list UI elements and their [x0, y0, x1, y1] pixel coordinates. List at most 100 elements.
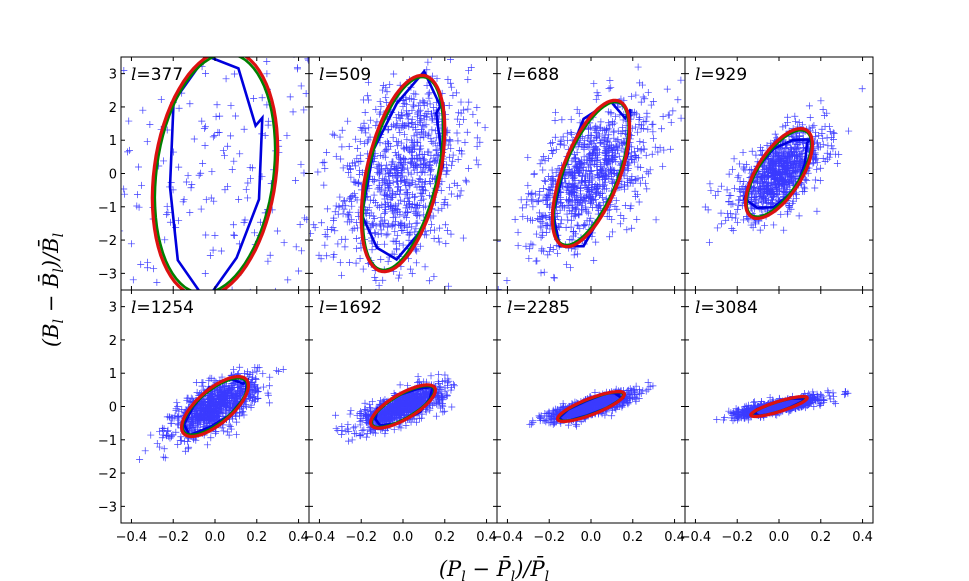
data-point: [411, 49, 418, 56]
data-point: [503, 206, 510, 213]
data-point: [586, 161, 594, 169]
data-point: [441, 196, 449, 204]
data-point: [330, 290, 337, 297]
data-point: [210, 197, 218, 205]
data-point: [588, 155, 596, 163]
data-point: [244, 370, 252, 378]
data-point: [169, 431, 177, 439]
data-point: [425, 277, 433, 285]
data-point: [338, 427, 346, 435]
red-ellipse: [743, 126, 815, 221]
data-point: [833, 159, 841, 167]
data-point: [570, 251, 578, 259]
data-point: [233, 418, 241, 426]
data-point: [527, 240, 535, 248]
data-point: [443, 391, 451, 399]
data-point: [346, 218, 354, 226]
data-point: [547, 187, 555, 195]
data-point: [770, 151, 778, 159]
data-point: [777, 175, 785, 183]
data-point: [758, 146, 766, 154]
data-point: [218, 390, 226, 398]
data-point: [705, 238, 713, 246]
data-point: [400, 100, 408, 108]
data-point: [531, 190, 539, 198]
data-point: [793, 143, 801, 151]
data-point: [447, 190, 455, 198]
data-point: [472, 44, 479, 51]
data-point: [569, 174, 577, 182]
data-point: [433, 39, 440, 46]
data-point: [447, 386, 455, 394]
data-point: [639, 124, 647, 132]
data-point: [597, 118, 605, 126]
data-point: [764, 184, 772, 192]
data-point: [635, 198, 643, 206]
data-point: [389, 237, 397, 245]
data-point: [600, 185, 608, 193]
data-point: [368, 246, 376, 254]
data-point: [819, 134, 827, 142]
data-point: [134, 163, 142, 171]
data-point: [445, 102, 453, 110]
data-point: [582, 205, 590, 213]
data-point: [194, 411, 202, 419]
data-point: [593, 171, 601, 179]
data-point: [161, 236, 169, 244]
data-point: [146, 120, 154, 128]
data-point: [659, 113, 667, 121]
data-point: [605, 212, 613, 220]
data-point: [620, 214, 628, 222]
data-point: [265, 399, 273, 407]
data-point: [27, 218, 34, 225]
data-point: [427, 165, 435, 173]
data-point: [829, 145, 837, 153]
data-point: [432, 400, 440, 408]
data-point: [816, 177, 824, 185]
data-point: [430, 154, 438, 162]
data-point: [211, 131, 219, 139]
data-point: [346, 410, 354, 418]
data-point: [68, 199, 75, 206]
data-point: [183, 178, 191, 186]
data-point: [729, 200, 737, 208]
data-point: [382, 146, 390, 154]
data-point: [208, 374, 216, 382]
data-point: [722, 216, 730, 224]
data-point: [377, 185, 385, 193]
plot-area: [309, 44, 497, 297]
data-point: [244, 194, 252, 202]
data-point: [596, 123, 604, 131]
data-point: [353, 154, 361, 162]
data-point: [150, 265, 158, 273]
data-point: [197, 169, 205, 177]
data-point: [449, 151, 457, 159]
data-point: [381, 430, 389, 438]
data-point: [549, 147, 557, 155]
data-point: [201, 269, 209, 277]
data-point: [733, 218, 741, 226]
data-point: [814, 143, 822, 151]
data-point: [412, 418, 420, 426]
data-point: [177, 433, 185, 441]
data-point: [87, 178, 94, 185]
data-point: [826, 123, 834, 131]
data-point: [817, 97, 825, 105]
data-point: [436, 224, 444, 232]
data-point: [9, 175, 16, 182]
data-point: [156, 428, 164, 436]
data-point: [311, 224, 319, 232]
data-point: [731, 184, 739, 192]
data-point: [323, 252, 331, 260]
data-point: [189, 43, 196, 50]
data-point: [451, 382, 459, 390]
data-point: [422, 123, 429, 130]
data-point: [239, 408, 247, 416]
data-point: [430, 235, 438, 243]
data-point: [402, 204, 410, 212]
data-point: [207, 390, 215, 398]
data-point: [323, 205, 331, 213]
data-point: [325, 39, 332, 46]
data-point: [524, 153, 532, 161]
x-tick-label: 0.2: [246, 530, 267, 545]
